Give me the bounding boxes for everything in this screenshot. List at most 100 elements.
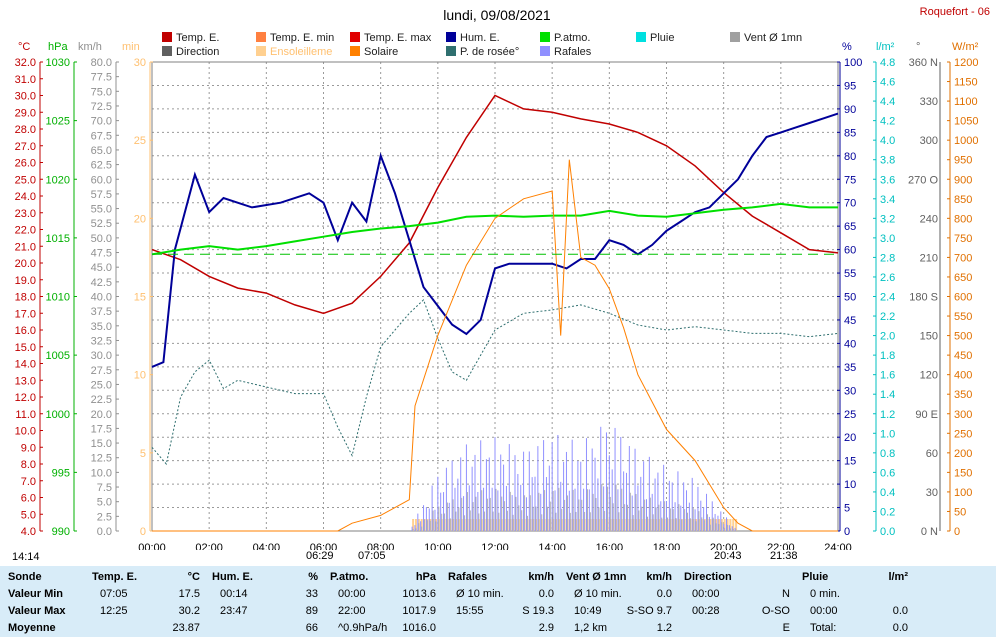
wind-axis-label: 7.5 xyxy=(97,482,112,494)
hum-axis-label: 60 xyxy=(844,245,856,257)
col-hum-row: 23:47 89 xyxy=(212,603,318,620)
col-press-header: P.atmo. hPa xyxy=(330,569,436,586)
solar-axis-label: 1050 xyxy=(954,116,978,128)
solar-axis-label: 800 xyxy=(954,213,972,225)
temp-axis-label: 28.0 xyxy=(15,124,36,136)
wind-axis-label: 75.0 xyxy=(91,86,112,98)
sun-axis-label: 5 xyxy=(140,448,146,460)
legend-label: P. de rosée° xyxy=(460,46,519,58)
wind-axis-label: 62.5 xyxy=(91,160,112,172)
dir-axis-label: 360 N xyxy=(909,57,938,69)
cell-value: 23.87 xyxy=(172,622,200,634)
cell-time xyxy=(684,622,692,634)
cell-time: ^0.9hPa/h xyxy=(338,622,388,634)
temp-axis-label: 23.0 xyxy=(15,208,36,220)
rain-axis-label: 3.2 xyxy=(880,213,895,225)
solar-axis-label: 100 xyxy=(954,487,972,499)
rain-axis-label: 1.0 xyxy=(880,428,895,440)
col-dir-row: 00:00 N xyxy=(684,586,790,603)
col-hum: Hum. E.% 00:14 33 23:47 89 66 xyxy=(212,569,318,637)
sun-axis-label: 0 xyxy=(140,526,146,538)
col-title: Rafales xyxy=(448,571,488,583)
sunset-time-2: 21:38 xyxy=(770,550,798,562)
row-avg-label: Moyenne xyxy=(8,622,56,634)
cell-value: O-SO xyxy=(761,605,790,617)
cell-time xyxy=(448,622,456,634)
wind-axis-label: 12.5 xyxy=(91,453,112,465)
col-dir-row: 00:28 O-SO xyxy=(684,603,790,620)
dir-axis-label: 0 N xyxy=(921,526,938,538)
hum-axis-label: 70 xyxy=(844,198,856,210)
col-wind: Vent Ø 1mn km/h Ø 10 min. 0.0 10:49 S-SO 9.7 1… xyxy=(566,569,672,637)
col-hum-row: 00:14 33 xyxy=(212,586,318,603)
press-axis-label: 990 xyxy=(52,526,70,538)
hum-axis-label: 20 xyxy=(844,432,856,444)
temp-axis-label: 32.0 xyxy=(15,57,36,69)
x-tick-label: 16:00 xyxy=(596,542,624,550)
wind-axis-label: 10.0 xyxy=(91,467,112,479)
hum-axis-label: 55 xyxy=(844,268,856,280)
rain-axis-label: 0.4 xyxy=(880,487,895,499)
wind-axis-label: 15.0 xyxy=(91,438,112,450)
rain-axis-label: 2.0 xyxy=(880,331,895,343)
temp-axis-label: 6.0 xyxy=(21,493,36,505)
hum-axis-label: 100 xyxy=(844,57,862,69)
hum-axis-label: 5 xyxy=(844,503,850,515)
wind-axis-label: 45.0 xyxy=(91,262,112,274)
wind-axis-label: 55.0 xyxy=(91,204,112,216)
cell-value: 66 xyxy=(305,622,318,634)
x-tick-label: 00:00 xyxy=(138,542,166,550)
solar-axis-label: 0 xyxy=(954,526,960,538)
temp-axis-label: 16.0 xyxy=(15,325,36,337)
hum-axis-label: 30 xyxy=(844,385,856,397)
sunshine-bar xyxy=(729,519,732,531)
cell-time: 00:00 xyxy=(810,605,838,617)
col-temp-row: 12:25 30.2 xyxy=(92,603,200,620)
legend-label: Vent Ø 1mn xyxy=(744,32,802,44)
sunshine-bar xyxy=(735,519,738,531)
temp-axis-label: 24.0 xyxy=(15,191,36,203)
wind-axis-label: 32.5 xyxy=(91,335,112,347)
col-gust-header: Rafales km/h xyxy=(448,569,554,586)
cell-value: 1016.0 xyxy=(402,622,436,634)
legend-label: Direction xyxy=(176,46,219,58)
col-press-row: 00:00 1013.6 xyxy=(330,586,436,603)
legend-swatch xyxy=(446,46,456,56)
hum-unit: % xyxy=(842,41,852,53)
hum-axis-label: 10 xyxy=(844,479,856,491)
sunshine-bar xyxy=(420,519,423,531)
dir-axis-label: 150 xyxy=(920,331,938,343)
legend-swatch xyxy=(730,32,740,42)
rain-axis-label: 4.4 xyxy=(880,96,895,108)
legend-label: Rafales xyxy=(554,46,592,58)
rain-axis-label: 0.2 xyxy=(880,506,895,518)
col-unit: hPa xyxy=(415,571,436,583)
solar-axis-label: 650 xyxy=(954,272,972,284)
cell-value: N xyxy=(782,588,790,600)
cell-value: 0.0 xyxy=(538,588,554,600)
rain-axis-label: 1.6 xyxy=(880,370,895,382)
rain-axis-label: 4.6 xyxy=(880,77,895,89)
col-title: Temp. E. xyxy=(92,571,138,583)
temp-axis-label: 8.0 xyxy=(21,459,36,471)
col-wind-row: 10:49 S-SO 9.7 xyxy=(566,603,672,620)
col-rain: Pluie l/m² 0 min. 00:00 0.0 Total: 0.0 xyxy=(802,569,908,637)
hum-axis-label: 95 xyxy=(844,80,856,92)
hum-axis-label: 80 xyxy=(844,151,856,163)
summary-table: Sonde Valeur Min Valeur Max Moyenne Temp… xyxy=(0,566,996,637)
sunrise-time: 06:29 xyxy=(306,550,334,562)
cell-time: 15:55 xyxy=(456,605,484,617)
hum-axis-label: 35 xyxy=(844,362,856,374)
wind-bars xyxy=(411,426,738,531)
legend-swatch xyxy=(446,32,456,42)
cell-time: 1,2 km xyxy=(574,622,608,634)
cell-value: 17.5 xyxy=(178,588,200,600)
x-tick-label: 14:00 xyxy=(538,542,566,550)
col-unit: km/h xyxy=(646,571,672,583)
col-gust-row: 15:55 S 19.3 xyxy=(448,603,554,620)
col-gust-row: 2.9 xyxy=(448,620,554,637)
rain-axis-label: 4.2 xyxy=(880,116,895,128)
x-tick-label: 24:00 xyxy=(824,542,852,550)
temp-axis-label: 10.0 xyxy=(15,426,36,438)
temp-axis-label: 29.0 xyxy=(15,107,36,119)
